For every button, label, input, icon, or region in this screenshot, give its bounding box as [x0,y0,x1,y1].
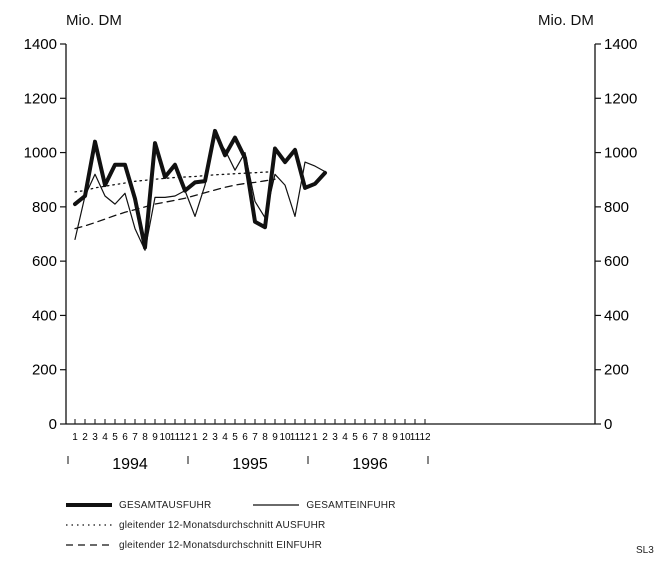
x-tick-label-month: 11 [290,432,301,443]
x-tick-label-month: 1 [72,432,78,443]
series-line-thick [73,128,327,250]
chart-series [73,128,327,251]
x-tick-label-month: 4 [342,432,348,443]
y-tick-label-right: 1400 [604,36,637,53]
x-tick-label-month: 9 [272,432,278,443]
legend-swatch-dashed [66,544,112,546]
y-tick-label-left: 200 [32,362,57,379]
y-tick-label-left: 400 [32,307,57,324]
x-tick-label-month: 7 [132,432,138,443]
series-line-thin [74,135,326,251]
x-tick-label-month: 8 [382,432,388,443]
x-tick-label-month: 3 [212,432,218,443]
x-tick-label-month: 12 [179,432,191,443]
x-tick-label-year: 1995 [232,456,268,473]
x-tick-label-month: 6 [122,432,128,443]
x-tick-label-month: 8 [142,432,148,443]
legend-label-avg-einfuhr: gleitender 12-Monatsdurchschnitt EINFUHR [118,540,323,551]
legend-label-ausfuhr: GESAMTAUSFUHR [118,500,212,511]
legend-label-einfuhr: GESAMTEINFUHR [306,500,396,511]
x-tick-label-month: 6 [362,432,368,443]
x-tick-label-month: 11 [170,432,181,443]
x-tick-label-month: 3 [332,432,338,443]
x-tick-label-month: 8 [262,432,268,443]
x-tick-label-year: 1994 [112,456,148,473]
x-tick-label-month: 6 [242,432,248,443]
legend-label-avg-ausfuhr: gleitender 12-Monatsdurchschnitt AUSFUHR [118,520,326,531]
y-tick-label-left: 800 [32,199,57,216]
y-tick-label-left: 0 [49,416,57,433]
x-tick-label-month: 2 [202,432,208,443]
x-tick-label-month: 9 [152,432,158,443]
y-tick-label-right: 200 [604,362,629,379]
x-tick-label-month: 2 [82,432,88,443]
y-tick-label-left: 1200 [24,90,57,107]
legend-swatch-thick [66,503,112,508]
x-tick-label-month: 4 [222,432,228,443]
legend-row-3: gleitender 12-Monatsdurchschnitt EINFUHR [66,540,322,551]
x-tick-label-month: 1 [192,432,198,443]
y-tick-label-left: 600 [32,253,57,270]
y-tick-label-left: 1000 [24,145,57,162]
x-tick-label-month: 12 [419,432,431,443]
legend-row-2: gleitender 12-Monatsdurchschnitt AUSFUHR [66,520,325,531]
x-tick-label-month: 4 [102,432,108,443]
series-line-dashed [74,178,276,230]
x-tick-label-month: 10 [399,432,411,443]
x-tick-label-month: 11 [410,432,421,443]
series-line-dotted [74,170,276,193]
x-tick-label-month: 10 [159,432,171,443]
legend-row-1: GESAMTAUSFUHR GESAMTEINFUHR [66,500,396,511]
source-tag: SL3 [636,545,654,556]
x-tick-label-month: 7 [252,432,258,443]
y-tick-label-right: 1200 [604,90,637,107]
y-tick-label-right: 400 [604,307,629,324]
x-tick-label-month: 9 [392,432,398,443]
y-tick-label-right: 800 [604,199,629,216]
legend-swatch-dotted [66,524,112,526]
right-axis-unit: Mio. DM [538,12,594,29]
x-tick-label-month: 5 [232,432,238,443]
x-tick-label-month: 7 [372,432,378,443]
x-tick-label-month: 10 [279,432,291,443]
legend-swatch-thin [253,504,300,506]
x-tick-label-month: 12 [299,432,311,443]
x-tick-label-year: 1996 [352,456,388,473]
x-tick-label-month: 5 [352,432,358,443]
left-axis-unit: Mio. DM [66,12,122,29]
y-tick-label-right: 0 [604,416,612,433]
x-tick-label-month: 1 [312,432,318,443]
x-tick-label-month: 2 [322,432,328,443]
y-tick-label-right: 1000 [604,145,637,162]
y-tick-label-right: 600 [604,253,629,270]
x-tick-label-month: 5 [112,432,118,443]
y-tick-label-left: 1400 [24,36,57,53]
x-tick-label-month: 3 [92,432,98,443]
